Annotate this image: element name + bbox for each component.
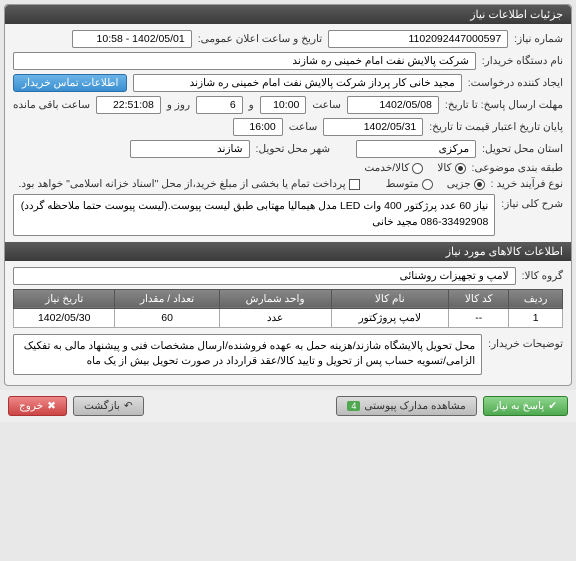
attachments-button[interactable]: مشاهده مدارک پیوستی 4 — [336, 396, 476, 416]
validity-date-field: 1402/05/31 — [323, 118, 423, 136]
th-code: کد کالا — [449, 289, 509, 308]
deadline-date-field: 1402/05/08 — [347, 96, 439, 114]
validity-label: پایان تاریخ اعتبار قیمت تا تاریخ: — [429, 121, 563, 133]
validity-time-field: 16:00 — [233, 118, 283, 136]
remain-time-field: 22:51:08 — [96, 96, 161, 114]
and-label: و — [249, 99, 254, 111]
process-radio-group: جزیی متوسط — [386, 178, 485, 190]
need-number-field: 1102092447000597 — [328, 30, 508, 48]
process-label: نوع فرآیند خرید : — [491, 178, 563, 190]
th-name: نام کالا — [331, 289, 449, 308]
payment-note: پرداخت تمام یا بخشی از مبلغ خرید،از محل … — [19, 178, 346, 190]
buyer-label: نام دستگاه خریدار: — [482, 55, 563, 67]
th-date: تاریخ نیاز — [14, 289, 115, 308]
creator-field: مجید خانی کار پرداز شرکت پالایش نفت امام… — [133, 74, 461, 92]
attachments-label: مشاهده مدارک پیوستی — [364, 400, 465, 412]
exit-icon: ✖ — [47, 400, 56, 412]
radio-minor[interactable] — [474, 179, 485, 190]
respond-label: پاسخ به نیاز — [494, 400, 544, 412]
attachments-count-badge: 4 — [347, 401, 360, 411]
deadline-label: مهلت ارسال پاسخ: تا تاریخ: — [445, 99, 563, 111]
back-icon: ↶ — [124, 400, 133, 412]
province-field: مرکزی — [356, 140, 476, 158]
goods-section-header: اطلاعات کالاهای مورد نیاز — [5, 242, 571, 261]
group-field: لامپ و تجهیزات روشنائی — [13, 267, 516, 285]
td-code: -- — [449, 308, 509, 327]
radio-goods-label: کالا — [437, 162, 451, 174]
desc-field: نیاز 60 عدد پرژکتور 400 وات LED مدل هیما… — [13, 194, 495, 236]
table-row[interactable]: 1 -- لامپ پروژکتور عدد 60 1402/05/30 — [14, 308, 563, 327]
check-icon: ✔ — [548, 400, 557, 412]
desc-label: شرح کلی نیاز: — [501, 194, 563, 210]
table-header-row: ردیف کد کالا نام کالا واحد شمارش تعداد /… — [14, 289, 563, 308]
td-index: 1 — [509, 308, 563, 327]
exit-button[interactable]: ✖ خروج — [8, 396, 67, 416]
back-label: بازگشت — [84, 400, 120, 412]
province-label: استان محل تحویل: — [482, 143, 563, 155]
days-field: 6 — [196, 96, 243, 114]
payment-checkbox[interactable] — [349, 179, 360, 190]
need-number-label: شماره نیاز: — [514, 33, 563, 45]
radio-service[interactable] — [412, 163, 423, 174]
radio-minor-label: جزیی — [447, 178, 471, 190]
city-label: شهر محل تحویل: — [256, 143, 331, 155]
main-panel: جزئیات اطلاعات نیاز شماره نیاز: 11020924… — [4, 4, 572, 386]
buyer-field: شرکت پالایش نفت امام خمینی ره شازند — [13, 52, 476, 70]
td-unit: عدد — [219, 308, 331, 327]
goods-table: ردیف کد کالا نام کالا واحد شمارش تعداد /… — [13, 289, 563, 328]
remain-label: ساعت باقی مانده — [13, 99, 90, 111]
respond-button[interactable]: ✔ پاسخ به نیاز — [483, 396, 568, 416]
buyer-note-label: توضیحات خریدار: — [488, 334, 563, 350]
deadline-time-field: 10:00 — [260, 96, 307, 114]
contact-info-button[interactable]: اطلاعات تماس خریدار — [13, 74, 127, 92]
city-field: شازند — [130, 140, 250, 158]
th-unit: واحد شمارش — [219, 289, 331, 308]
category-label: طبقه بندی موضوعی: — [472, 162, 563, 174]
td-date: 1402/05/30 — [14, 308, 115, 327]
time-label-1: ساعت — [312, 99, 341, 111]
group-label: گروه کالا: — [522, 270, 563, 282]
td-name: لامپ پروژکتور — [331, 308, 449, 327]
radio-goods[interactable] — [455, 163, 466, 174]
category-radio-group: کالا کالا/خدمت — [364, 162, 465, 174]
days-label: روز و — [167, 99, 190, 111]
creator-label: ایجاد کننده درخواست: — [468, 77, 563, 89]
announce-label: تاریخ و ساعت اعلان عمومی: — [198, 33, 322, 45]
radio-medium-label: متوسط — [386, 178, 419, 190]
exit-label: خروج — [19, 400, 43, 412]
announce-field: 1402/05/01 - 10:58 — [72, 30, 192, 48]
panel-title: جزئیات اطلاعات نیاز — [5, 5, 571, 24]
td-qty: 60 — [115, 308, 219, 327]
time-label-2: ساعت — [289, 121, 318, 133]
back-button[interactable]: ↶ بازگشت — [73, 396, 144, 416]
footer-buttons: ✔ پاسخ به نیاز مشاهده مدارک پیوستی 4 ↶ ب… — [0, 390, 576, 422]
th-qty: تعداد / مقدار — [115, 289, 219, 308]
radio-medium[interactable] — [422, 179, 433, 190]
buyer-note-field: محل تحویل پالایشگاه شازند/هزینه حمل به ع… — [13, 334, 482, 376]
th-index: ردیف — [509, 289, 563, 308]
radio-service-label: کالا/خدمت — [364, 162, 409, 174]
